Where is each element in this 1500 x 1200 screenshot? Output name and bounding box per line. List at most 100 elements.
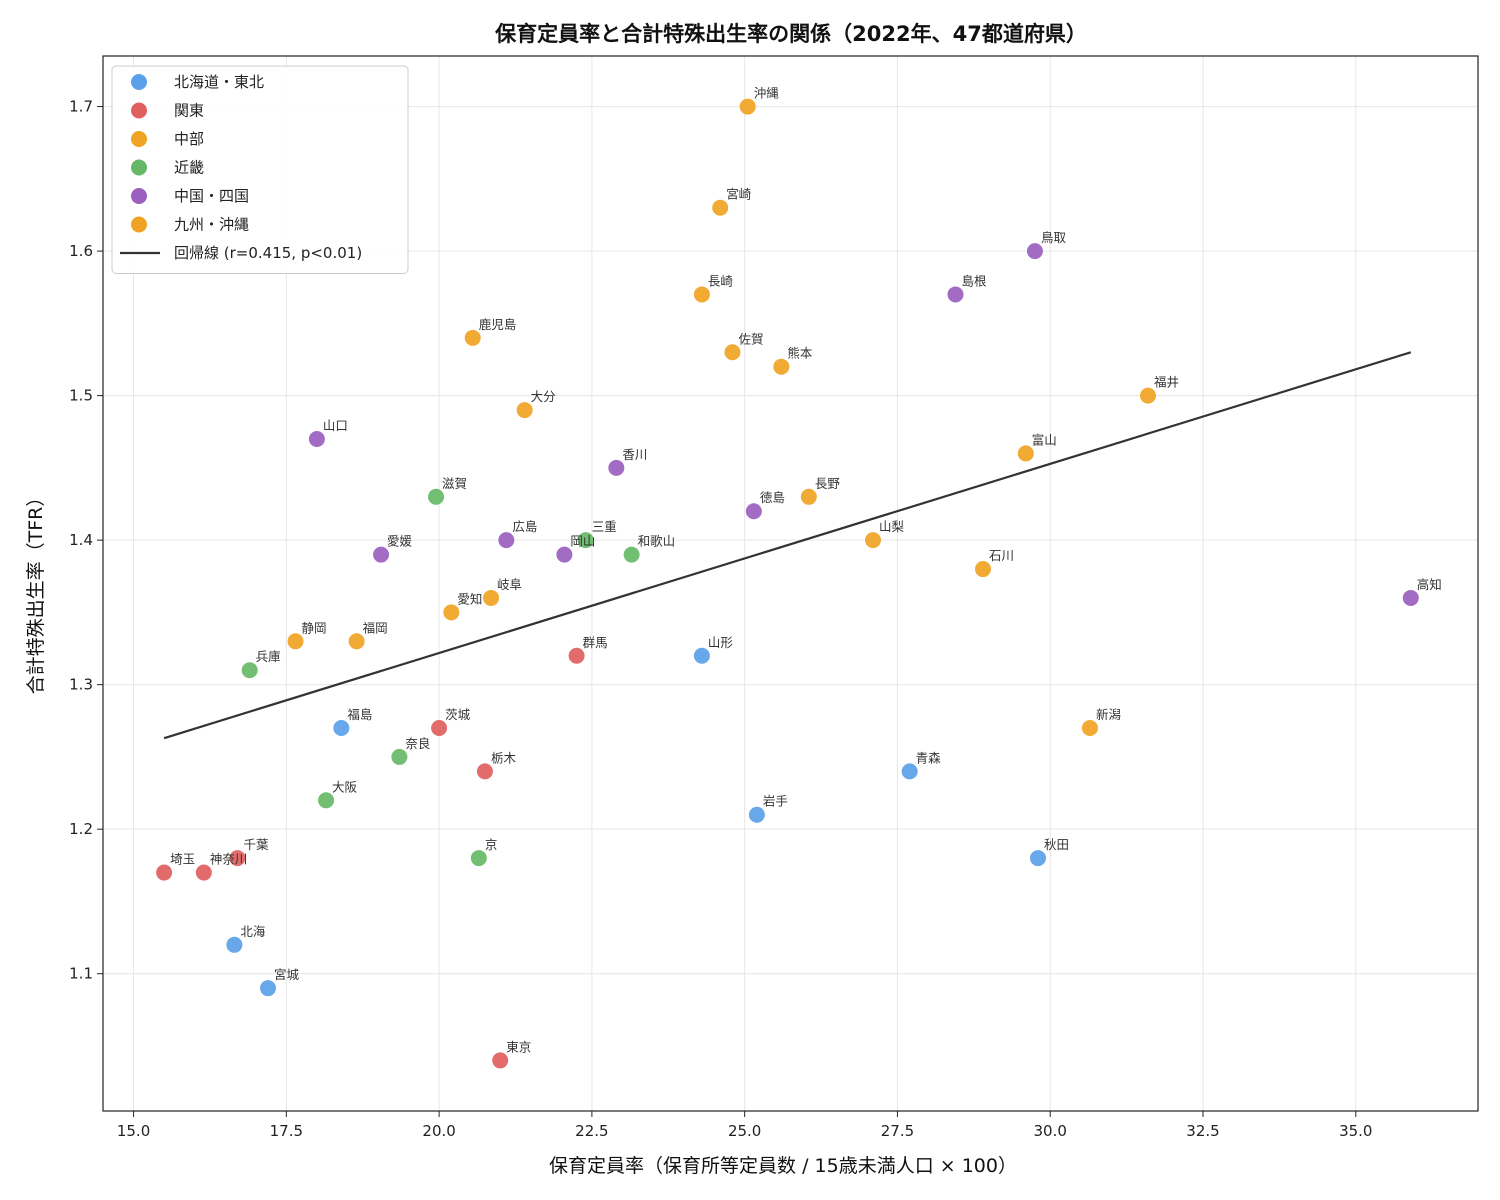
point-label: 秋田	[1044, 837, 1069, 852]
y-tick-label: 1.5	[69, 387, 93, 405]
x-tick-label: 25.0	[728, 1122, 761, 1140]
point-label: 広島	[512, 519, 537, 534]
scatter-point	[1026, 243, 1043, 260]
plot-frame	[102, 55, 1479, 1112]
scatter-point	[1017, 445, 1034, 462]
scatter-point	[348, 633, 365, 650]
scatter-point	[226, 936, 243, 953]
y-tick-label: 1.1	[69, 965, 93, 983]
y-tick-label: 1.4	[69, 531, 93, 549]
legend-entry-regression: 回帰線 (r=0.415, p<0.01)	[174, 244, 362, 262]
legend-entry: 近畿	[174, 159, 204, 177]
scatter-point	[745, 503, 762, 520]
scatter-point	[693, 647, 710, 664]
point-label: 石川	[989, 548, 1014, 563]
y-axis-ticks: 1.1 1.2 1.3 1.4 1.5 1.6 1.7	[69, 98, 103, 983]
scatter-point	[516, 402, 533, 419]
point-label: 大分	[531, 389, 556, 404]
grid-lines	[103, 56, 1478, 1111]
point-label: 京	[485, 837, 498, 852]
point-label: 福岡	[363, 620, 388, 635]
point-label: 熊本	[787, 346, 813, 361]
scatter-point	[431, 720, 448, 737]
x-tick-label: 30.0	[1034, 1122, 1067, 1140]
point-label: 和歌山	[638, 534, 676, 549]
x-axis-ticks: 15.0 17.5 20.0 22.5 25.0 27.5 30.0 32.5 35.0	[117, 1111, 1372, 1140]
scatter-point	[470, 850, 487, 867]
x-tick-label: 20.0	[422, 1122, 455, 1140]
point-label: 奈良	[405, 736, 430, 751]
legend-entry: 中国・四国	[174, 187, 249, 205]
scatter-point	[1081, 720, 1098, 737]
y-axis-label: 合計特殊出生率（TFR）	[25, 488, 47, 695]
scatter-point	[476, 763, 493, 780]
scatter-point	[739, 98, 756, 115]
scatter-point	[287, 633, 304, 650]
scatter-point	[568, 647, 585, 664]
scatter-point	[773, 358, 790, 375]
point-label: 埼玉	[170, 852, 195, 867]
legend-entry: 九州・沖縄	[174, 216, 249, 234]
point-label: 新潟	[1096, 707, 1121, 722]
point-label: 山梨	[879, 519, 905, 534]
point-label: 佐賀	[738, 331, 763, 346]
point-label: 栃木	[491, 750, 517, 765]
scatter-point	[260, 980, 276, 997]
scatter-point	[608, 459, 625, 476]
point-label: 岡山	[570, 534, 595, 549]
scatter-point	[195, 864, 212, 881]
point-label: 千葉	[243, 837, 269, 852]
point-label: 鹿児島	[479, 317, 517, 332]
point-label: 青森	[916, 750, 942, 765]
scatter-point	[693, 286, 710, 303]
point-label: 長野	[815, 476, 841, 491]
point-label: 山口	[323, 418, 348, 433]
point-label: 福井	[1154, 375, 1179, 390]
point-label: 福島	[347, 707, 372, 722]
scatter-point	[556, 546, 573, 563]
legend-entry: 関東	[174, 102, 204, 120]
scatter-point	[748, 806, 765, 823]
point-label: 宮崎	[726, 187, 752, 202]
point-label: 静岡	[302, 620, 327, 635]
y-tick-label: 1.2	[69, 820, 93, 838]
x-tick-label: 17.5	[270, 1122, 303, 1140]
scatter-point	[724, 344, 741, 361]
scatter-point	[947, 286, 964, 303]
point-label: 鳥取	[1041, 230, 1067, 245]
scatter-point	[391, 748, 408, 765]
regression-line-group	[163, 351, 1412, 740]
scatter-point	[975, 561, 991, 578]
scatter-point	[901, 763, 918, 780]
point-label: 長崎	[708, 273, 734, 288]
scatter-point	[1140, 387, 1156, 404]
scatter-point	[241, 662, 258, 679]
point-label: 岩手	[763, 794, 788, 809]
point-label: 愛知	[457, 591, 482, 606]
scatter-point	[498, 532, 515, 549]
legend-marker	[131, 159, 147, 176]
x-tick-label: 22.5	[575, 1122, 608, 1140]
point-label: 島根	[962, 273, 988, 288]
point-label: 北海	[240, 924, 266, 939]
scatter-point	[428, 488, 445, 505]
x-tick-label: 15.0	[117, 1122, 150, 1140]
scatter-point	[156, 864, 173, 881]
point-label: 高知	[1417, 577, 1442, 592]
point-label: 大阪	[332, 779, 358, 794]
data-points	[156, 98, 1419, 1069]
legend-entry: 中部	[174, 130, 204, 148]
point-label: 兵庫	[256, 649, 281, 664]
point-label: 東京	[506, 1039, 531, 1054]
legend-marker	[131, 102, 147, 119]
point-label: 徳島	[760, 490, 785, 505]
x-tick-label: 27.5	[881, 1122, 914, 1140]
legend-box	[111, 65, 409, 274]
regression-line	[163, 351, 1412, 740]
scatter-point	[229, 850, 246, 867]
point-label: 沖縄	[754, 86, 780, 101]
point-label: 富山	[1032, 432, 1057, 447]
